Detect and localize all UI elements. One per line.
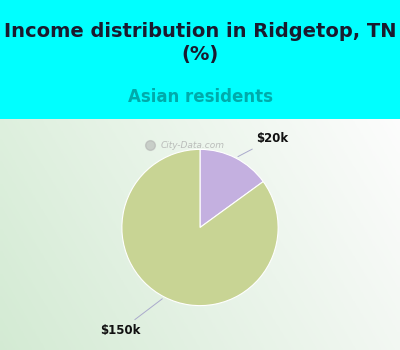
Text: Income distribution in Ridgetop, TN
(%): Income distribution in Ridgetop, TN (%): [4, 22, 396, 64]
Text: Asian residents: Asian residents: [128, 88, 272, 106]
Text: $150k: $150k: [100, 299, 162, 337]
Text: City-Data.com: City-Data.com: [161, 141, 225, 149]
Wedge shape: [122, 149, 278, 306]
Text: $20k: $20k: [238, 132, 288, 156]
Wedge shape: [200, 149, 263, 228]
